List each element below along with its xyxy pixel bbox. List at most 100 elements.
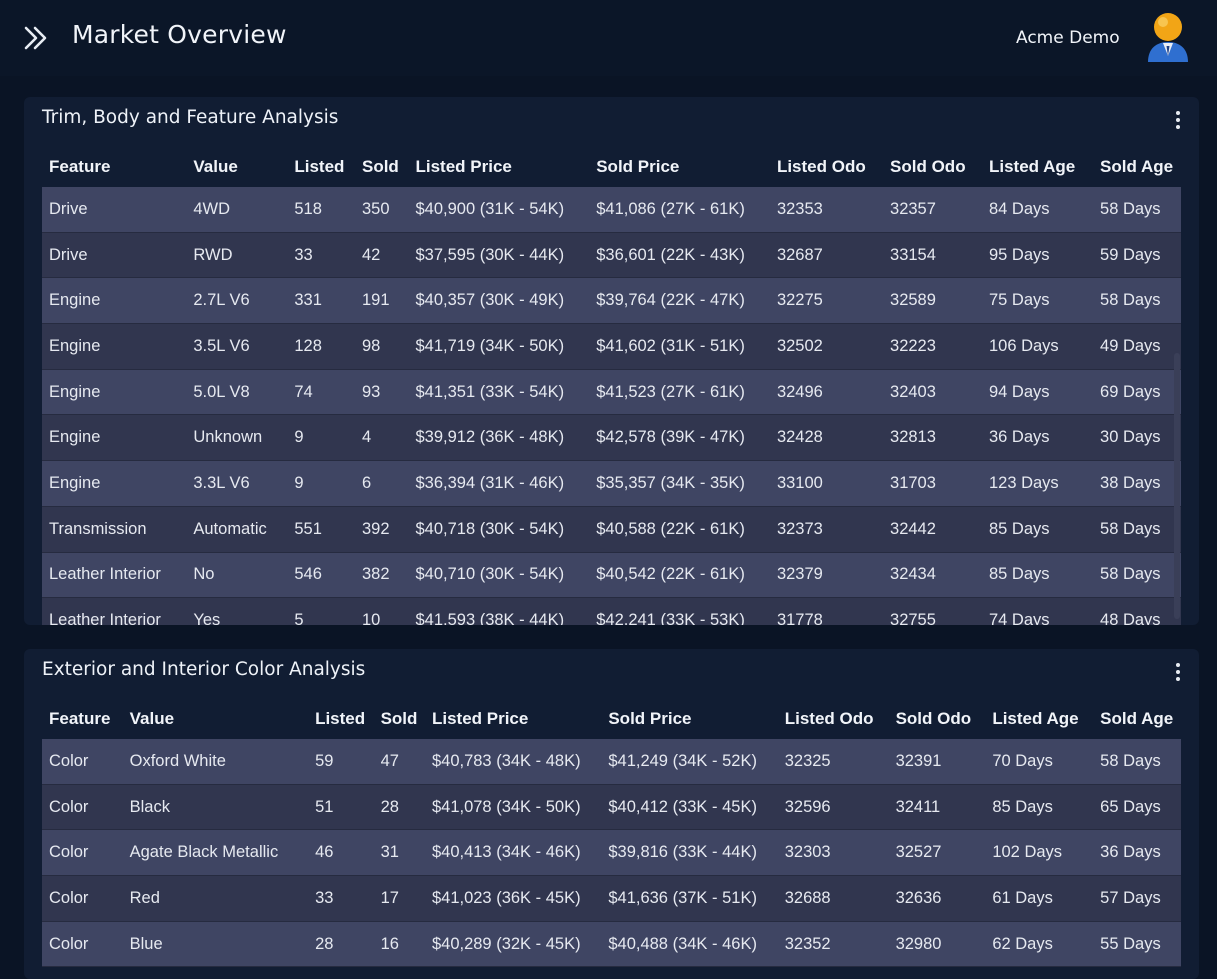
table-cell: Engine [42, 277, 187, 325]
column-header[interactable]: Sold Price [596, 157, 680, 176]
column-header[interactable]: Listed Odo [776, 157, 866, 176]
table-cell: 4WD [186, 187, 288, 233]
table-cell: 5.0L V8 [186, 369, 288, 416]
column-header[interactable]: Listed Odo [784, 709, 874, 728]
double-chevron-right-icon[interactable] [22, 24, 50, 52]
table-cell: 74 Days [981, 597, 1094, 625]
table-cell: 16 [373, 921, 425, 968]
column-header[interactable]: Feature [49, 709, 111, 728]
more-options-icon[interactable] [1171, 663, 1185, 683]
table-cell: $41,249 (34K - 52K) [601, 739, 778, 785]
table-cell: 32755 [883, 597, 982, 625]
table-cell: 57 Days [1093, 875, 1181, 922]
table-cell: $40,710 (30K - 54K) [408, 552, 590, 599]
table-cell: 32496 [769, 369, 884, 416]
table-cell: 70 Days [985, 739, 1094, 785]
table-row[interactable]: Color Agate Black Metallic 46 31 $40,413 (34… [42, 829, 1181, 877]
table-cell: 350 [354, 187, 409, 233]
table-row[interactable]: Color Red 33 17 $41,023 (36K - 45K) $41,636 (… [42, 875, 1181, 922]
table-cell: 28 [373, 784, 425, 831]
table-cell: Color [42, 875, 123, 922]
column-header[interactable]: Value [193, 157, 238, 176]
table-cell: 49 Days [1093, 323, 1181, 370]
column-header[interactable]: Sold Price [608, 709, 692, 728]
table-row[interactable]: Engine 3.5L V6 128 98 $41,719 (34K - 50K) $41… [42, 323, 1181, 370]
card-title: Trim, Body and Feature Analysis [42, 107, 339, 128]
more-options-icon[interactable] [1171, 111, 1185, 131]
table-cell: 28 [308, 921, 374, 968]
table-cell: $36,601 (22K - 43K) [589, 232, 770, 279]
column-header[interactable]: Listed Price [415, 157, 512, 176]
table-cell: Engine [42, 414, 187, 462]
table-cell: 32442 [883, 506, 982, 553]
table-cell: 32275 [769, 277, 884, 325]
table-cell: 32687 [769, 232, 884, 279]
table-cell: Yes [186, 597, 288, 625]
column-header[interactable]: Sold Odo [895, 709, 972, 728]
table-row[interactable]: Color Black 51 28 $41,078 (34K - 50K) $40,412… [42, 784, 1181, 831]
scrollbar-thumb[interactable] [1174, 353, 1180, 619]
column-header[interactable]: Sold Age [1100, 709, 1174, 728]
table-row[interactable]: Engine Unknown 9 4 $39,912 (36K - 48K) $42,57… [42, 414, 1181, 462]
table-cell: 74 [287, 369, 355, 416]
column-header[interactable]: Listed Age [992, 709, 1079, 728]
table-row[interactable]: Engine 5.0L V8 74 93 $41,351 (33K - 54K) $41,… [42, 369, 1181, 416]
table-cell: $41,351 (33K - 54K) [408, 369, 590, 416]
column-header[interactable]: Sold Age [1100, 157, 1174, 176]
table-cell: 51 [308, 784, 374, 831]
table-cell: 32379 [769, 552, 884, 599]
column-header[interactable]: Listed Price [431, 709, 529, 728]
table-cell: 9 [287, 414, 355, 462]
table-cell: 48 Days [1093, 597, 1181, 625]
table-cell: 58 Days [1093, 277, 1181, 325]
table-row[interactable]: Drive RWD 33 42 $37,595 (30K - 44K) $36,601 (… [42, 232, 1181, 279]
table-cell: 32353 [769, 187, 884, 233]
column-header[interactable]: Sold [380, 709, 418, 728]
table-row[interactable]: Color Oxford White 59 47 $40,783 (34K - 48K)… [42, 739, 1181, 785]
table-cell: 32502 [769, 323, 884, 370]
table-cell: Unknown [186, 414, 288, 462]
table-cell: 32596 [777, 784, 889, 831]
table-cell: 10 [354, 597, 409, 625]
column-header[interactable]: Value [129, 709, 175, 728]
user-avatar-icon[interactable] [1143, 10, 1193, 64]
column-header[interactable]: Listed Age [988, 157, 1076, 176]
table-cell: Drive [42, 187, 187, 233]
table-cell: Color [42, 739, 123, 785]
table-cell: 3.3L V6 [186, 460, 288, 507]
table-cell: 32352 [777, 921, 889, 968]
card-title: Exterior and Interior Color Analysis [42, 659, 366, 680]
table-row[interactable]: Transmission Automatic 551 392 $40,718 (30K … [42, 506, 1181, 553]
table-cell: $41,523 (27K - 61K) [589, 369, 770, 416]
table-row[interactable]: Engine 3.3L V6 9 6 $36,394 (31K - 46K) $35,35… [42, 460, 1181, 507]
table-cell: 85 Days [981, 506, 1094, 553]
table-row[interactable]: Leather Interior Yes 5 10 $41,593 (38K - 44K… [42, 597, 1181, 625]
table-cell: RWD [186, 232, 288, 279]
column-header[interactable]: Listed [294, 157, 345, 176]
table-cell: Engine [42, 460, 187, 507]
table-cell: $41,602 (31K - 51K) [589, 323, 770, 370]
table-cell: Blue [122, 921, 309, 968]
table-cell: $40,718 (30K - 54K) [408, 506, 590, 553]
table-row[interactable]: Engine 2.7L V6 331 191 $40,357 (30K - 49K) $3… [42, 277, 1181, 325]
table-cell: 58 Days [1093, 506, 1181, 553]
column-header[interactable]: Sold Odo [890, 157, 966, 176]
table-row[interactable]: Drive 4WD 518 350 $40,900 (31K - 54K) $41,086… [42, 187, 1181, 233]
column-header[interactable]: Feature [49, 157, 111, 176]
table-cell: 32428 [769, 414, 884, 462]
table-cell: 55 Days [1093, 921, 1181, 968]
table-row[interactable]: Leather Interior No 546 382 $40,710 (30K - 5… [42, 552, 1181, 599]
table-cell: 32688 [777, 875, 889, 922]
table-cell: 31 [373, 829, 425, 877]
table-cell: 331 [287, 277, 355, 325]
table-cell: Black [122, 784, 309, 831]
table-cell: $40,783 (34K - 48K) [424, 739, 602, 785]
table-cell: 69 Days [1093, 369, 1181, 416]
table-row[interactable]: Color Blue 28 16 $40,289 (32K - 45K) $40,488 … [42, 921, 1181, 968]
table-cell: $40,588 (22K - 61K) [589, 506, 770, 553]
table-cell: 32303 [777, 829, 889, 877]
column-header[interactable]: Sold [361, 157, 399, 176]
column-header[interactable]: Listed [315, 709, 366, 728]
user-name[interactable]: Acme Demo [1016, 28, 1120, 48]
table-cell: Red [122, 875, 309, 922]
